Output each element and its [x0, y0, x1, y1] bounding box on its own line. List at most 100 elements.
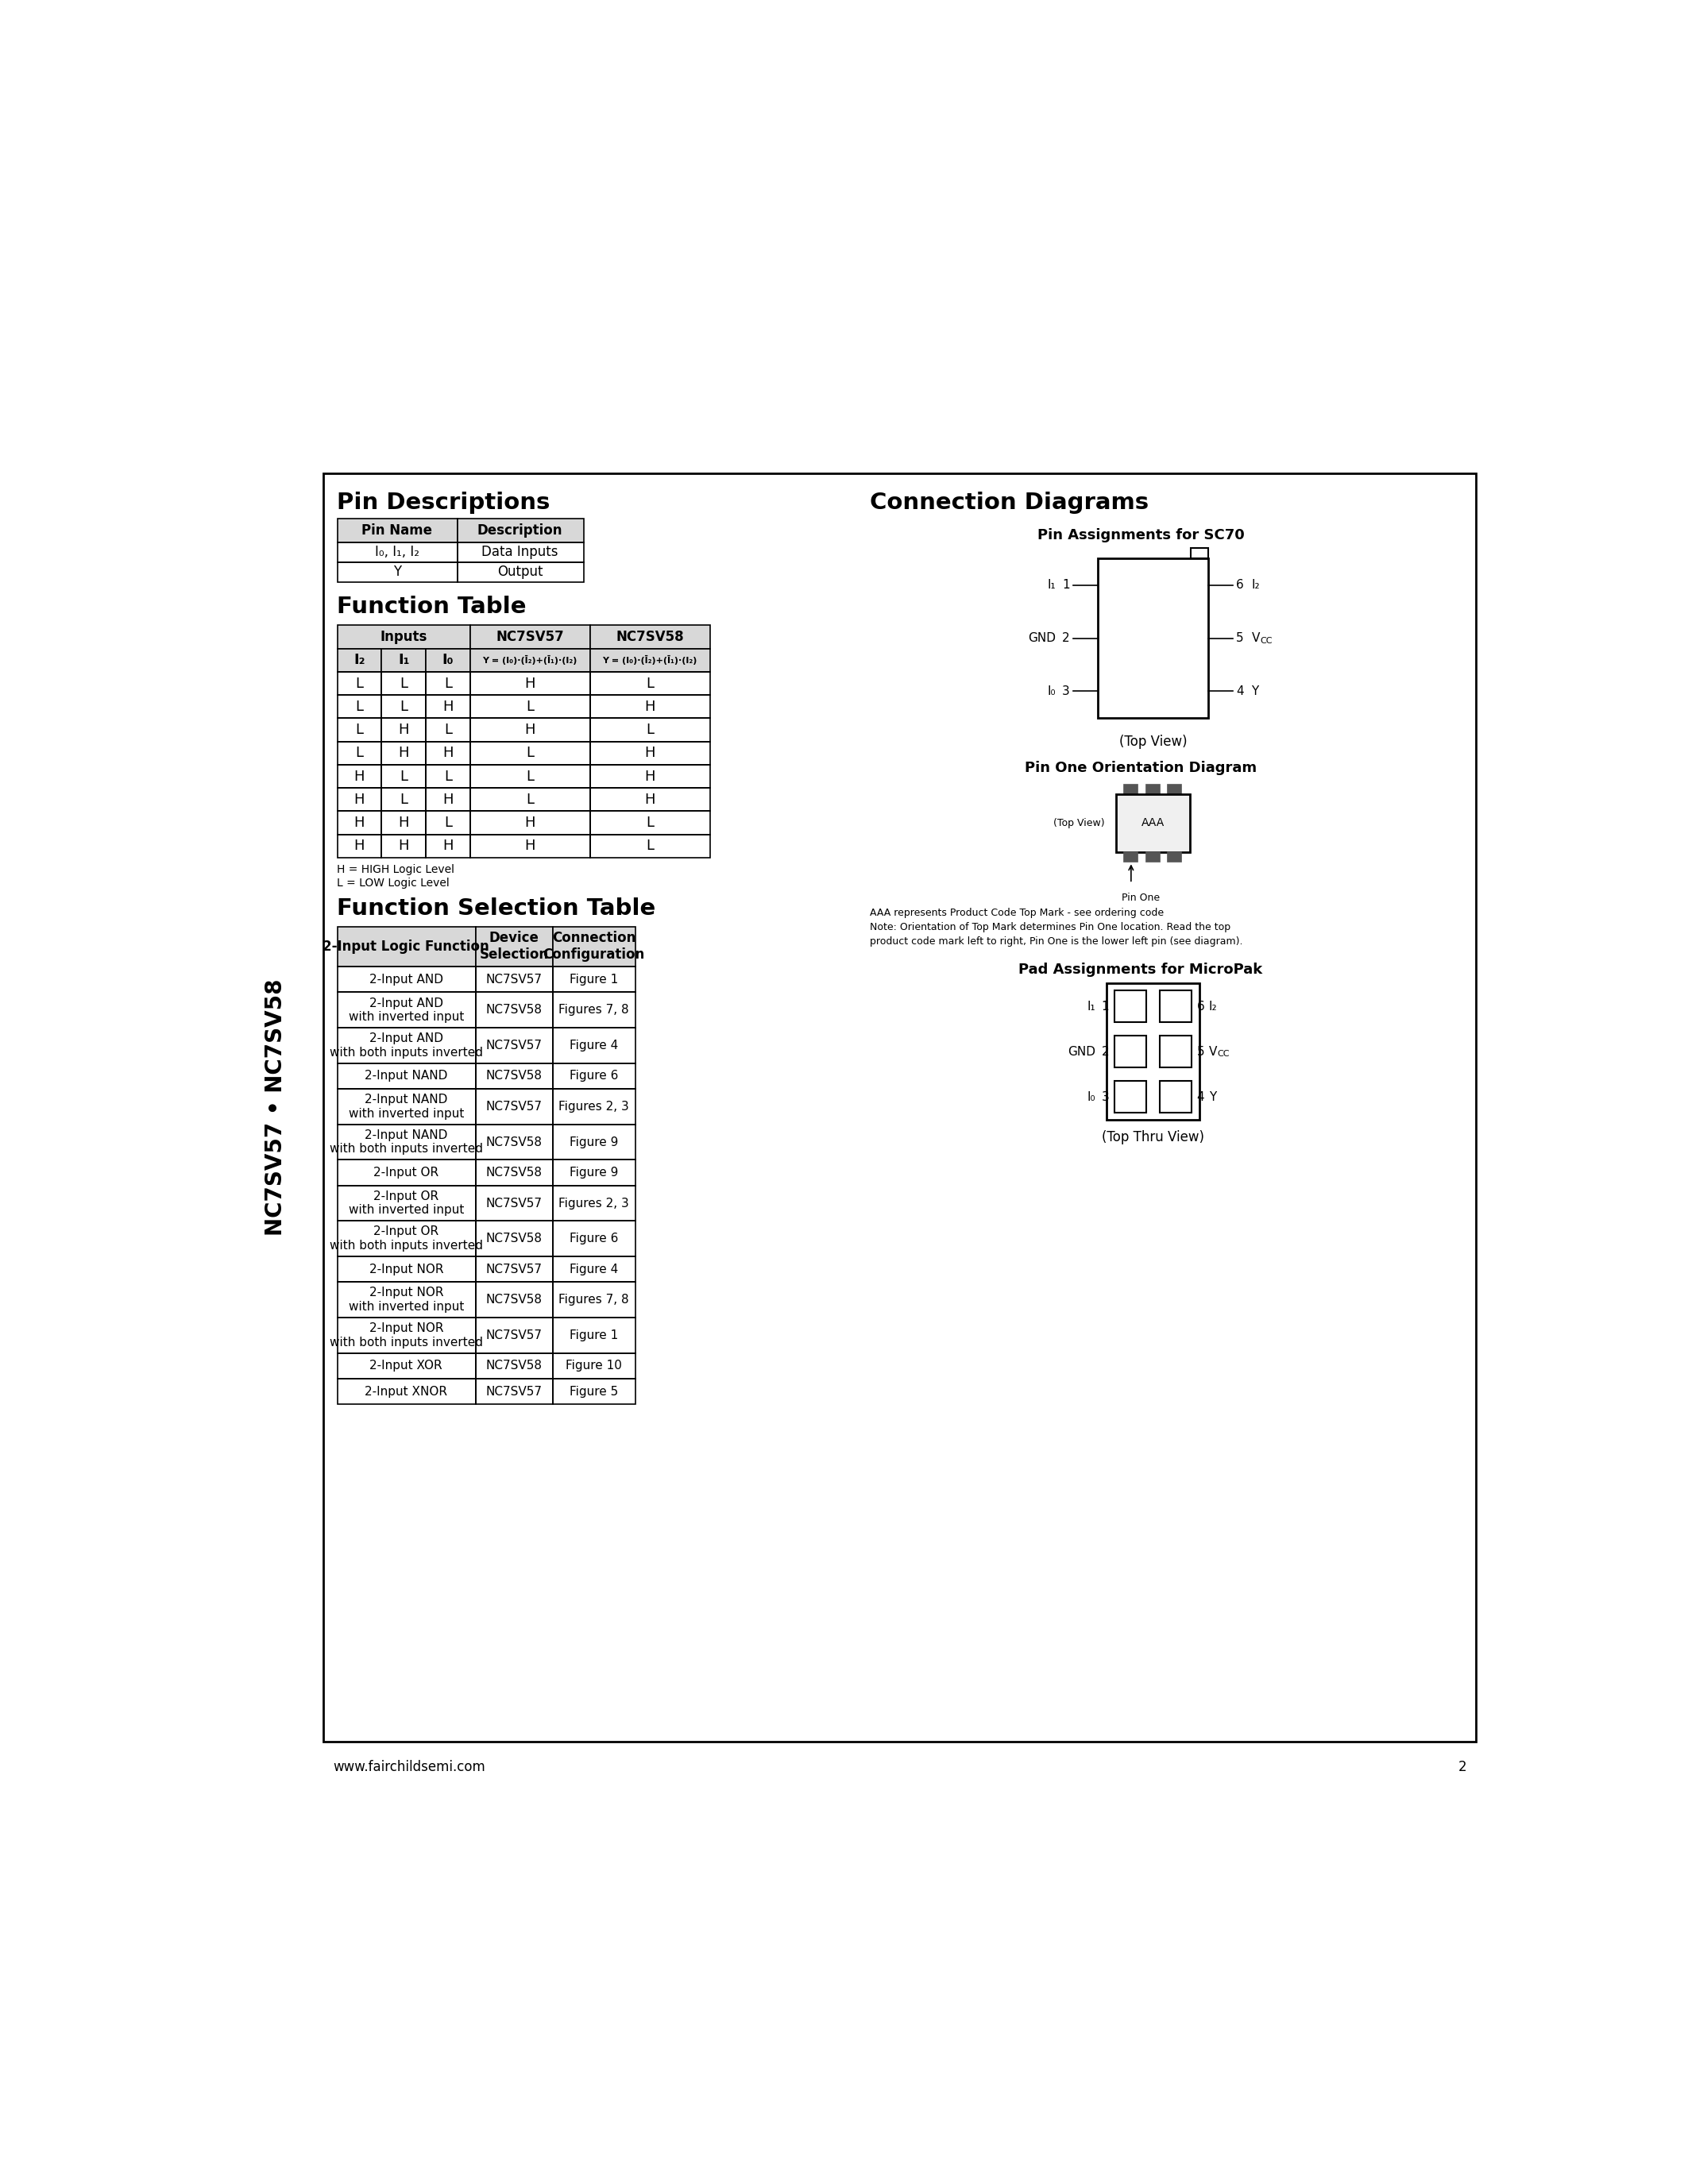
Bar	[1160, 1081, 1192, 1112]
Bar	[471, 743, 591, 764]
Bar	[425, 810, 471, 834]
Bar	[1114, 989, 1146, 1022]
Text: H: H	[645, 769, 655, 784]
Text: 2-Input OR: 2-Input OR	[373, 1166, 439, 1179]
Text: H: H	[398, 839, 408, 854]
Text: Pin Descriptions: Pin Descriptions	[338, 491, 550, 513]
Text: www.fairchildsemi.com: www.fairchildsemi.com	[333, 1760, 484, 1776]
Bar	[476, 1354, 552, 1378]
Bar	[338, 719, 381, 743]
Bar	[1097, 559, 1209, 719]
Bar	[425, 649, 471, 673]
Text: I₂: I₂	[353, 653, 365, 668]
Text: (Top Thru View): (Top Thru View)	[1102, 1129, 1204, 1144]
Text: Device
Selection: Device Selection	[479, 930, 549, 961]
Bar	[552, 1221, 636, 1256]
Text: 6: 6	[1236, 579, 1244, 592]
Text: NC7SV58: NC7SV58	[486, 1166, 542, 1179]
Text: Inputs: Inputs	[380, 629, 427, 644]
Bar	[552, 1282, 636, 1317]
Bar	[457, 542, 584, 561]
Text: Connection
Configuration: Connection Configuration	[544, 930, 645, 961]
Bar	[1160, 989, 1192, 1022]
Text: L: L	[400, 769, 408, 784]
Text: H: H	[525, 815, 535, 830]
Text: AAA represents Product Code Top Mark - see ordering code
Note: Orientation of To: AAA represents Product Code Top Mark - s…	[869, 909, 1242, 946]
Text: H: H	[525, 677, 535, 690]
Text: L: L	[527, 793, 533, 806]
Text: Figure 6: Figure 6	[569, 1070, 618, 1081]
Bar	[552, 1317, 636, 1354]
Text: H: H	[398, 747, 408, 760]
Text: CC: CC	[1217, 1051, 1231, 1057]
Text: Figure 5: Figure 5	[569, 1385, 618, 1398]
Bar	[552, 1186, 636, 1221]
Text: (Top View): (Top View)	[1053, 817, 1104, 828]
Bar	[471, 649, 591, 673]
Bar	[338, 1256, 476, 1282]
Bar	[1168, 852, 1182, 863]
Text: 2-Input NAND
with both inputs inverted: 2-Input NAND with both inputs inverted	[329, 1129, 483, 1155]
Text: NC7SV58: NC7SV58	[486, 1136, 542, 1149]
Text: L: L	[356, 699, 363, 714]
Text: Y = (I₀)·(Ī₂)+(Ī₁)·(I₂): Y = (I₀)·(Ī₂)+(Ī₁)·(I₂)	[603, 655, 697, 664]
Bar	[338, 1317, 476, 1354]
Bar	[552, 1064, 636, 1090]
Text: L: L	[400, 793, 408, 806]
Bar	[1146, 784, 1160, 795]
Text: Pin One Orientation Diagram: Pin One Orientation Diagram	[1025, 760, 1256, 775]
Bar	[591, 810, 711, 834]
Bar	[338, 810, 381, 834]
Text: 2: 2	[1102, 1046, 1109, 1057]
Text: Pin Assignments for SC70: Pin Assignments for SC70	[1036, 529, 1244, 542]
Text: Pin Name: Pin Name	[361, 524, 432, 537]
Text: L: L	[527, 769, 533, 784]
Text: Figure 1: Figure 1	[569, 1330, 618, 1341]
Text: 2-Input AND
with both inputs inverted: 2-Input AND with both inputs inverted	[329, 1033, 483, 1059]
Bar	[471, 695, 591, 719]
Text: 2-Input OR
with both inputs inverted: 2-Input OR with both inputs inverted	[329, 1225, 483, 1251]
Text: (Top View): (Top View)	[1119, 734, 1187, 749]
Text: 3: 3	[1062, 686, 1070, 697]
Bar	[338, 743, 381, 764]
Text: H: H	[354, 769, 365, 784]
Bar	[591, 695, 711, 719]
Bar	[476, 1378, 552, 1404]
Text: H = HIGH Logic Level: H = HIGH Logic Level	[338, 865, 454, 876]
Text: I₀: I₀	[1087, 1090, 1096, 1103]
Bar	[338, 649, 381, 673]
Text: H: H	[645, 747, 655, 760]
Text: Figure 6: Figure 6	[569, 1232, 618, 1245]
Bar	[1146, 852, 1160, 863]
Bar	[381, 649, 425, 673]
Bar	[338, 1282, 476, 1317]
Text: NC7SV57: NC7SV57	[486, 1385, 542, 1398]
Bar	[552, 992, 636, 1029]
Text: NC7SV58: NC7SV58	[486, 1361, 542, 1372]
Text: Figure 1: Figure 1	[569, 974, 618, 985]
Bar	[457, 561, 584, 583]
Text: 2-Input Logic Function: 2-Input Logic Function	[322, 939, 490, 954]
Bar	[338, 1221, 476, 1256]
Text: H: H	[645, 793, 655, 806]
Text: 2-Input NAND: 2-Input NAND	[365, 1070, 447, 1081]
Text: 2-Input OR
with inverted input: 2-Input OR with inverted input	[348, 1190, 464, 1216]
Text: H: H	[525, 839, 535, 854]
Text: L: L	[444, 723, 452, 736]
Bar	[338, 1354, 476, 1378]
Text: Output: Output	[498, 566, 544, 579]
Bar	[338, 1160, 476, 1186]
Text: 2-Input XNOR: 2-Input XNOR	[365, 1385, 447, 1398]
Text: L: L	[444, 677, 452, 690]
Bar	[476, 1221, 552, 1256]
Bar	[338, 625, 471, 649]
Bar	[471, 810, 591, 834]
Text: H: H	[645, 699, 655, 714]
Text: L: L	[356, 723, 363, 736]
Bar	[338, 968, 476, 992]
Text: L: L	[400, 677, 408, 690]
Bar	[471, 834, 591, 858]
Bar	[552, 1125, 636, 1160]
Text: H: H	[442, 699, 454, 714]
Text: Figures 2, 3: Figures 2, 3	[559, 1101, 630, 1112]
